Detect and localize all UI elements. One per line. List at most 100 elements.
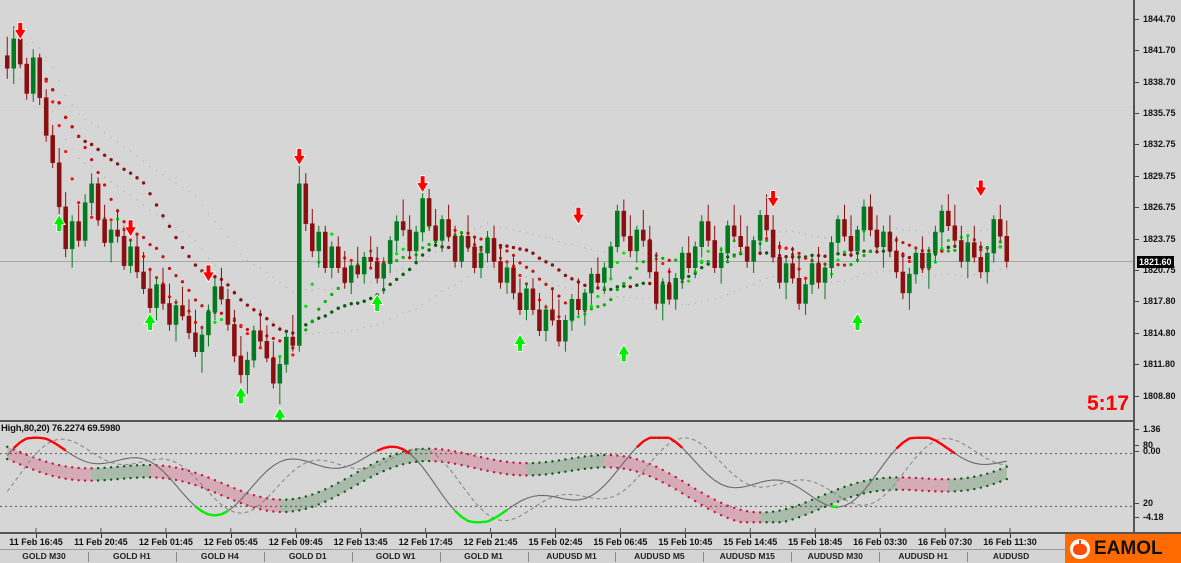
price-tick — [1135, 238, 1139, 240]
price-scale-label: 1823.75 — [1143, 233, 1176, 244]
indicator-tick — [1135, 451, 1139, 452]
time-axis-label: 12 Feb 13:45 — [333, 537, 388, 547]
price-tick — [1135, 395, 1139, 397]
tab-separator — [527, 552, 529, 562]
time-axis-label: 11 Feb 16:45 — [9, 537, 63, 547]
tab-separator — [615, 552, 617, 562]
tab-separator — [263, 552, 265, 562]
time-tick — [230, 534, 232, 538]
sell-signal-arrow — [13, 22, 27, 41]
price-tick — [1135, 301, 1139, 303]
time-axis-label: 15 Feb 10:45 — [658, 537, 713, 547]
tab-separator — [967, 552, 969, 562]
time-tick — [425, 534, 427, 538]
indicator-scale-label: -4.18 — [1143, 512, 1164, 522]
indicator-scale-label: 80 — [1143, 440, 1154, 450]
tab-separator — [791, 552, 793, 562]
chart-tab[interactable]: GOLD M1 — [464, 551, 503, 561]
time-tick — [490, 534, 492, 538]
robot-icon — [1070, 538, 1090, 559]
time-axis-label: 16 Feb 03:30 — [853, 537, 908, 547]
time-axis-label: 12 Feb 17:45 — [398, 537, 453, 547]
price-tick — [1135, 207, 1139, 209]
price-tick — [1135, 50, 1139, 52]
chart-tab[interactable]: AUDUSD H1 — [898, 551, 948, 561]
price-scale-label: 1817.80 — [1143, 296, 1176, 307]
buy-signal-arrow — [513, 333, 527, 352]
time-tick — [360, 534, 362, 538]
time-axis-label: 16 Feb 11:30 — [983, 537, 1037, 547]
price-scale-label: 1826.75 — [1143, 202, 1176, 213]
time-axis-label: 12 Feb 21:45 — [463, 537, 518, 547]
sell-signal-arrow — [123, 219, 138, 238]
price-chart-pane[interactable] — [0, 0, 1133, 420]
sell-signal-arrow — [571, 206, 586, 226]
price-scale-axis[interactable]: 1844.70 1841.70 1838.70 1835.75 1832.75 1829.… — [1133, 0, 1181, 420]
time-tick — [165, 534, 167, 538]
price-scale-label: 1838.70 — [1143, 76, 1176, 87]
sell-signal-arrow — [292, 148, 307, 167]
indicator-pane[interactable]: High,80,20) 76.2274 69.5980 — [0, 420, 1133, 534]
price-tick — [1135, 18, 1139, 20]
tab-separator — [87, 552, 89, 562]
buy-signal-arrow — [370, 293, 384, 312]
indicator-scale-label: 1.36 — [1143, 424, 1161, 434]
price-tick — [1135, 364, 1139, 366]
time-tick — [295, 534, 297, 538]
price-scale-label: 1844.70 — [1143, 13, 1176, 24]
sell-signal-arrow — [201, 264, 216, 283]
chart-tab[interactable]: AUDUSD M1 — [546, 551, 597, 561]
indicator-scale-label: 0.00 — [1143, 446, 1161, 456]
chart-tab[interactable]: GOLD M30 — [22, 551, 66, 561]
indicator-tick — [1135, 517, 1139, 518]
price-tick — [1135, 270, 1139, 272]
time-tick — [620, 534, 622, 538]
price-scale-label: 1832.75 — [1143, 139, 1176, 150]
sell-signal-arrow — [766, 190, 780, 209]
indicator-tick — [1135, 429, 1139, 430]
indicator-scale-axis[interactable]: 1.36 80 0.00 20 -4.18 — [1133, 420, 1181, 532]
time-tick — [685, 534, 687, 538]
chart-tab[interactable]: AUDUSD M15 — [719, 551, 775, 561]
bar-countdown-timer: 5:17 — [1086, 392, 1129, 415]
price-tick — [1135, 112, 1139, 114]
tab-separator — [439, 552, 441, 562]
price-scale-label: 1814.80 — [1143, 327, 1176, 338]
chart-tab[interactable]: GOLD W1 — [375, 551, 416, 561]
chart-tab[interactable]: AUDUSD — [992, 551, 1030, 561]
time-axis-label: 15 Feb 14:45 — [723, 537, 778, 547]
chart-tab[interactable]: GOLD D1 — [288, 551, 327, 561]
time-axis-label: 15 Feb 06:45 — [593, 537, 648, 547]
time-tick — [36, 534, 37, 538]
chart-tab[interactable]: GOLD H1 — [112, 551, 151, 561]
chart-tab-bar[interactable]: GOLD M30 GOLD H1 GOLD H4 GOLD D1 GOLD W1 GOLD… — [0, 549, 1181, 563]
time-axis-label: 11 Feb 20:45 — [74, 537, 128, 547]
time-tick — [750, 534, 752, 538]
chart-tab[interactable]: GOLD H4 — [200, 551, 239, 561]
time-tick — [555, 534, 557, 538]
price-scale-label: 1808.80 — [1143, 390, 1176, 401]
price-scale-label: 1820.75 — [1143, 265, 1176, 276]
time-tick — [945, 534, 947, 538]
price-scale-label: 1835.75 — [1143, 107, 1176, 118]
indicator-scale-label: 20 — [1143, 498, 1154, 508]
price-scale-label: 1829.75 — [1143, 170, 1176, 181]
current-price-label: 1821.60 — [1137, 256, 1174, 269]
buy-signal-arrow — [52, 213, 66, 233]
tab-separator — [351, 552, 353, 562]
time-axis-label: 12 Feb 01:45 — [138, 537, 193, 547]
buy-signal-arrow — [617, 344, 631, 363]
indicator-canvas — [0, 436, 1133, 534]
chart-tab[interactable]: AUDUSD M5 — [634, 551, 685, 561]
price-scale-label: 1841.70 — [1143, 45, 1176, 56]
chart-tab[interactable]: AUDUSD M30 — [807, 551, 863, 561]
time-tick — [100, 534, 102, 538]
time-tick — [880, 534, 882, 538]
tab-separator — [879, 552, 881, 562]
price-scale-label: 1811.80 — [1143, 359, 1176, 370]
price-tick — [1135, 175, 1139, 177]
price-tick — [1135, 81, 1139, 83]
time-tick — [1010, 534, 1011, 538]
time-tick — [815, 534, 817, 538]
